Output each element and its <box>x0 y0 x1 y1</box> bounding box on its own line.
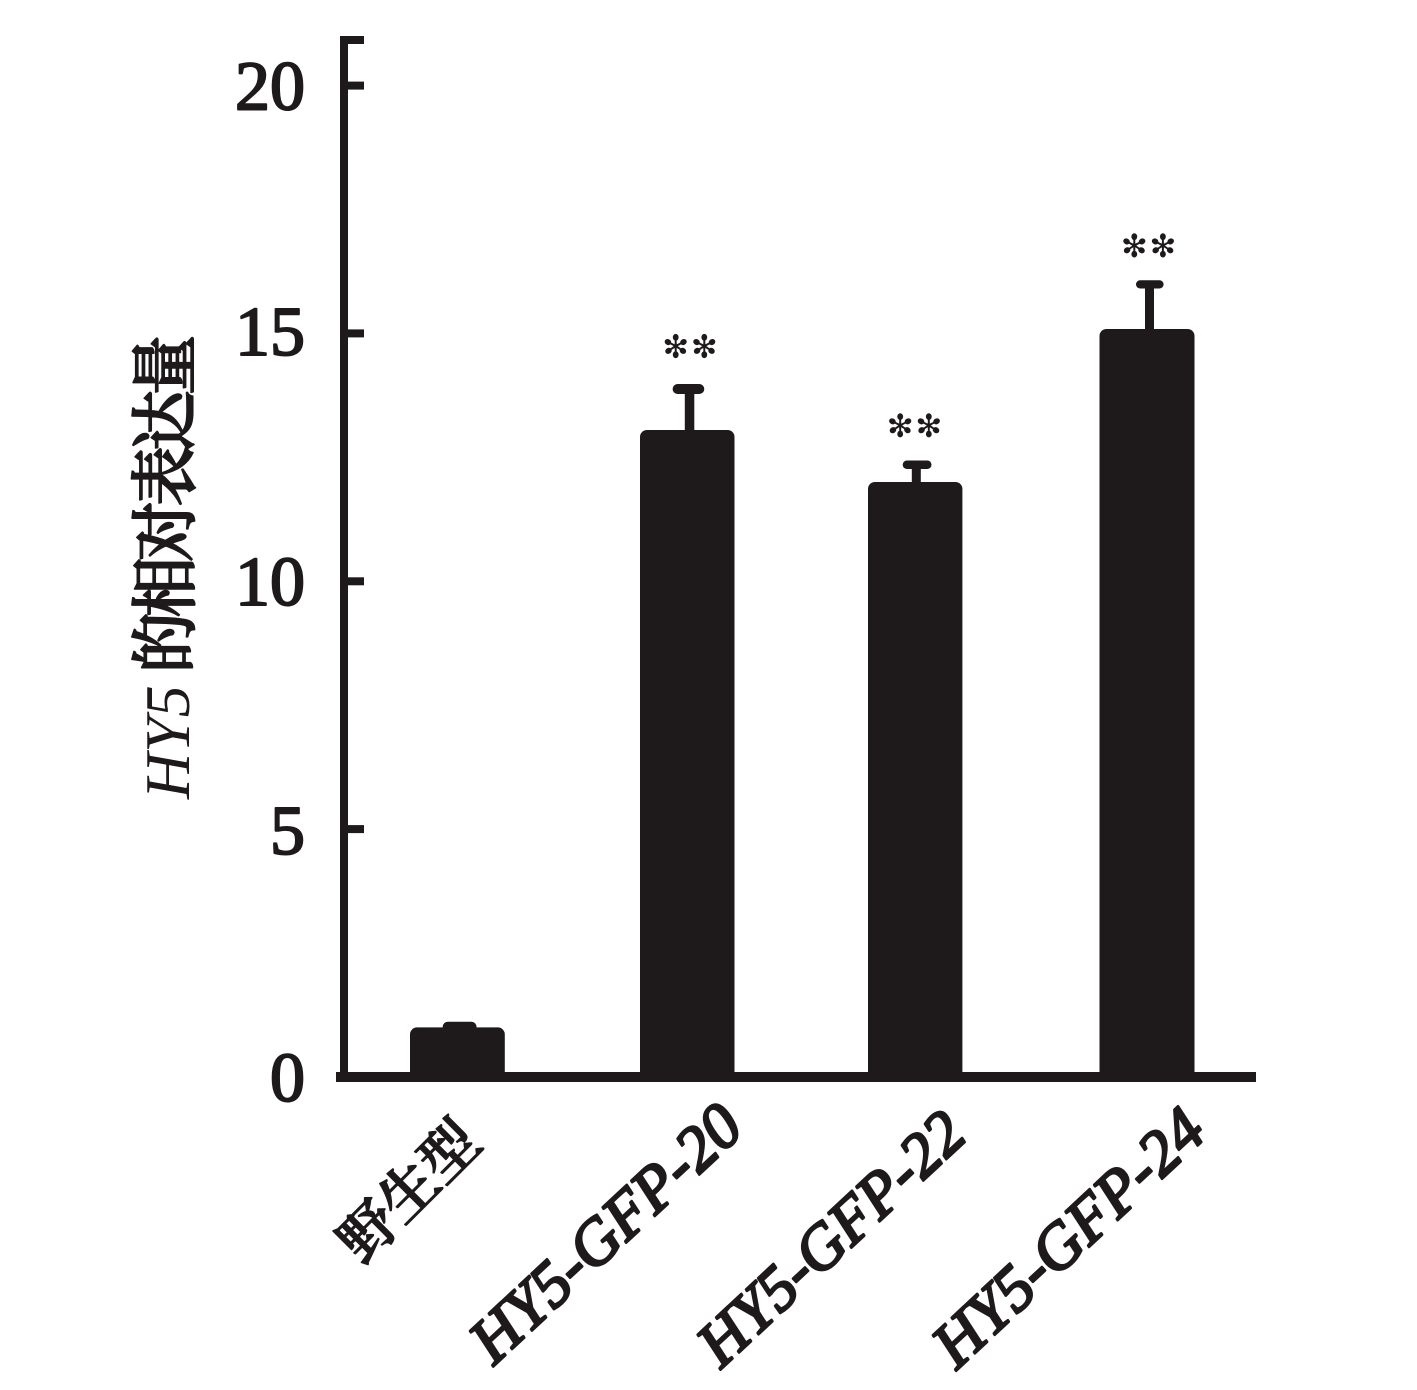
svg-text:5: 5 <box>270 793 305 870</box>
svg-text:10: 10 <box>235 544 305 621</box>
svg-text:15: 15 <box>235 294 305 371</box>
svg-text:0: 0 <box>270 1040 305 1117</box>
svg-text:HY5: HY5 <box>132 685 203 800</box>
svg-text:20: 20 <box>235 49 305 126</box>
